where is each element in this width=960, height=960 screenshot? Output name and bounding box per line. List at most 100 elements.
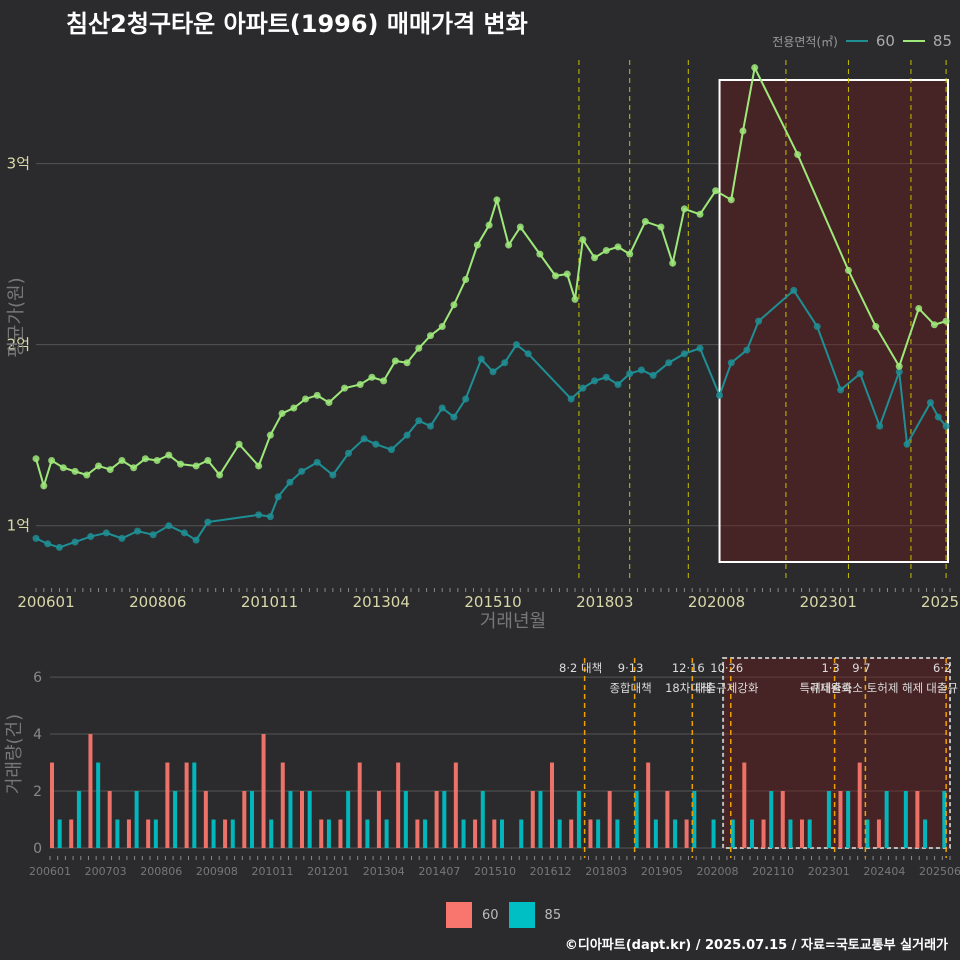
data-point-85 [71,467,79,475]
volume-bar-60 [69,819,74,848]
volume-bar-60 [915,791,920,848]
volume-bar-85 [326,819,331,848]
volume-bar-85 [596,819,601,848]
legend-box-85 [508,902,535,928]
y2-tick-label: 2 [33,784,42,800]
top-legend: 전용면적(㎡) 60 85 [772,32,952,50]
data-point-85 [536,250,544,258]
y2-tick-label: 0 [33,841,42,857]
legend-line-85 [902,40,925,42]
volume-bar-85 [57,819,62,848]
volume-bar-60 [50,762,54,848]
volume-bar-60 [530,791,535,848]
volume-bar-60 [396,762,401,848]
volume-bar-85 [826,791,831,848]
data-point-60 [204,518,212,526]
data-point-85 [657,223,665,231]
volume-bar-60 [780,791,785,848]
data-point-60 [477,355,485,363]
x2-tick-label: 201510 [474,865,516,878]
x2-tick-label: 202404 [863,865,905,878]
data-point-60 [837,386,845,394]
volume-bar-85 [769,791,774,848]
source-footer: ©디아파트(dapt.kr) / 2025.07.15 / 자료=국토교통부 실… [564,938,948,953]
x2-tick-label: 201304 [363,865,405,878]
volume-bar-60 [223,819,228,848]
data-point-85 [493,196,501,204]
data-point-60 [579,384,587,392]
data-point-60 [192,536,200,544]
data-point-85 [415,344,423,352]
data-point-85 [341,384,349,392]
data-point-60 [727,359,735,367]
data-point-60 [360,435,368,443]
volume-bar-60 [742,762,747,848]
x-tick-label: 202301 [800,593,857,611]
data-point-60 [118,534,126,542]
data-point-60 [32,534,40,542]
data-point-85 [313,391,321,399]
data-point-85 [380,377,388,385]
volume-bar-60 [453,762,458,848]
data-point-60 [55,543,63,551]
data-point-60 [790,286,798,294]
data-point-85 [153,457,161,465]
volume-bar-85 [557,819,562,848]
volume-bar-85 [730,819,735,848]
data-point-85 [895,362,903,370]
x2-tick-label: 202301 [808,865,850,878]
volume-bar-60 [646,762,651,848]
data-point-60 [743,346,751,354]
data-point-60 [313,458,321,466]
x2-tick-label: 201201 [307,865,349,878]
data-point-85 [505,241,513,249]
volume-bar-60 [876,819,881,848]
x-tick-label: 201304 [353,593,410,611]
data-point-60 [387,446,395,454]
data-point-60 [813,323,821,331]
data-point-85 [48,457,56,465]
data-point-85 [872,323,880,331]
data-point-60 [680,350,688,358]
data-point-60 [934,413,942,421]
volume-bar-85 [461,819,466,848]
data-point-60 [926,399,934,407]
data-point-85 [614,243,622,251]
data-point-60 [427,422,435,430]
x2-tick-label: 202110 [752,865,794,878]
data-point-60 [512,341,520,349]
x-tick-label: 200601 [17,593,74,611]
data-point-60 [876,422,884,430]
data-point-85 [177,460,185,468]
data-point-85 [427,332,435,340]
data-point-60 [134,527,142,535]
data-point-60 [716,391,724,399]
annotation-label: 대출규 [926,681,958,695]
annotation-date: 1·3 [821,661,839,675]
data-point-60 [501,359,509,367]
volume-bar-85 [538,791,543,848]
data-point-85 [485,221,493,229]
volume-bar-60 [473,819,478,848]
volume-bar-85 [173,791,178,848]
data-point-60 [255,511,263,519]
annotation-label: 18차대책 [665,681,711,695]
x2-tick-label: 200601 [29,865,71,878]
y2-tick-label: 4 [33,727,42,743]
volume-bar-60 [607,791,612,848]
data-point-85 [751,64,759,72]
data-point-60 [266,513,274,521]
data-point-85 [94,462,102,470]
volume-bar-85 [711,819,716,848]
legend-bottom-label-60: 60 [482,907,499,923]
data-point-85 [32,455,40,463]
data-point-85 [462,275,470,283]
data-point-60 [403,431,411,439]
data-point-60 [649,371,657,379]
data-point-85 [794,151,802,159]
data-point-85 [727,196,735,204]
volume-bar-85 [519,819,524,848]
volume-bar-85 [442,791,447,848]
data-point-85 [368,373,376,381]
volume-bar-85 [76,791,81,848]
